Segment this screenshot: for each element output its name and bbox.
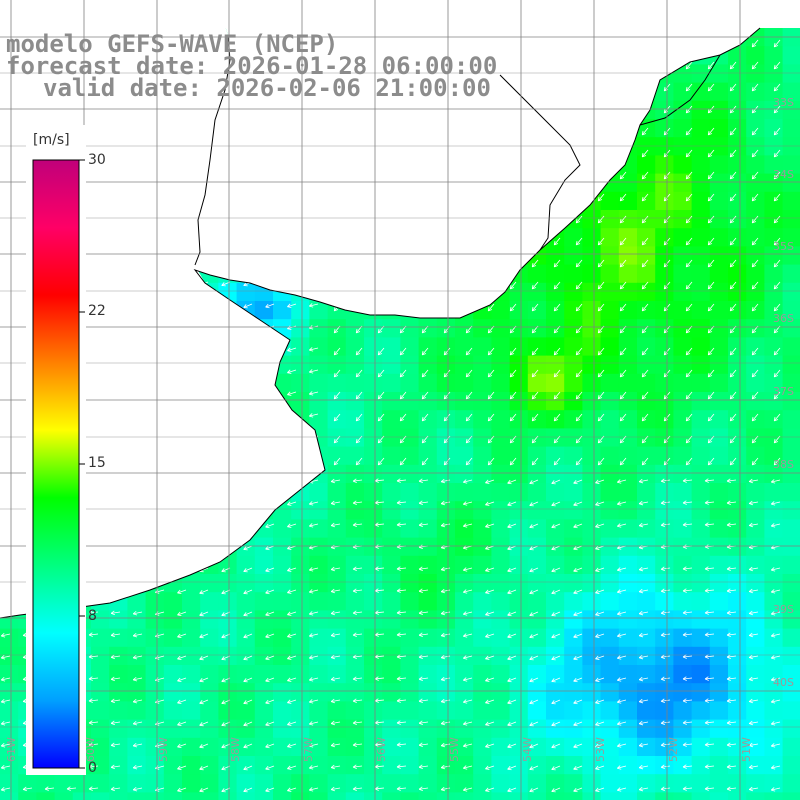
lon-label-58w: 58W <box>229 737 242 762</box>
lon-label-53w: 53W <box>594 737 607 762</box>
lat-label-34s: 34S <box>773 168 794 181</box>
lat-label-36s: 36S <box>773 312 794 325</box>
colorbar-tick-30: 30 <box>88 152 106 168</box>
lon-label-57w: 57W <box>302 737 315 762</box>
lon-label-59w: 59W <box>157 737 170 762</box>
lon-label-56w: 56W <box>375 737 388 762</box>
lat-label-38s: 38S <box>773 458 794 471</box>
colorbar-tick-8: 8 <box>88 608 97 624</box>
colorbar-unit-label: [m/s] <box>33 132 70 148</box>
map-title-forecast-date: forecast date: 2026-01-28 06:00:00 <box>6 52 498 80</box>
lon-label-54w: 54W <box>521 737 534 762</box>
colorbar-tick-15: 15 <box>88 455 106 471</box>
lat-label-37s: 37S <box>773 385 794 398</box>
coastline <box>0 27 761 619</box>
lat-label-40s: 40S <box>773 676 794 689</box>
colorbar <box>26 125 86 775</box>
colorbar-tick-22: 22 <box>88 303 106 319</box>
map-title-valid-date: valid date: 2026-02-06 21:00:00 <box>43 74 491 102</box>
lon-label-52w: 52W <box>667 737 680 762</box>
colorbar-gradient <box>32 159 80 769</box>
land-mask <box>0 0 800 318</box>
map-title-model: modelo GEFS-WAVE (NCEP) <box>6 30 339 58</box>
lon-label-55w: 55W <box>448 737 461 762</box>
lat-label-35s: 35S <box>773 240 794 253</box>
lon-label-61w: 61W <box>5 737 18 762</box>
lat-label-33s: 33S <box>773 96 794 109</box>
lat-label-39s: 39S <box>773 603 794 616</box>
lon-label-60w: 60W <box>84 737 97 762</box>
lon-label-51w: 51W <box>740 737 753 762</box>
colorbar-tick-0: 0 <box>88 760 97 776</box>
river-border <box>194 34 721 266</box>
